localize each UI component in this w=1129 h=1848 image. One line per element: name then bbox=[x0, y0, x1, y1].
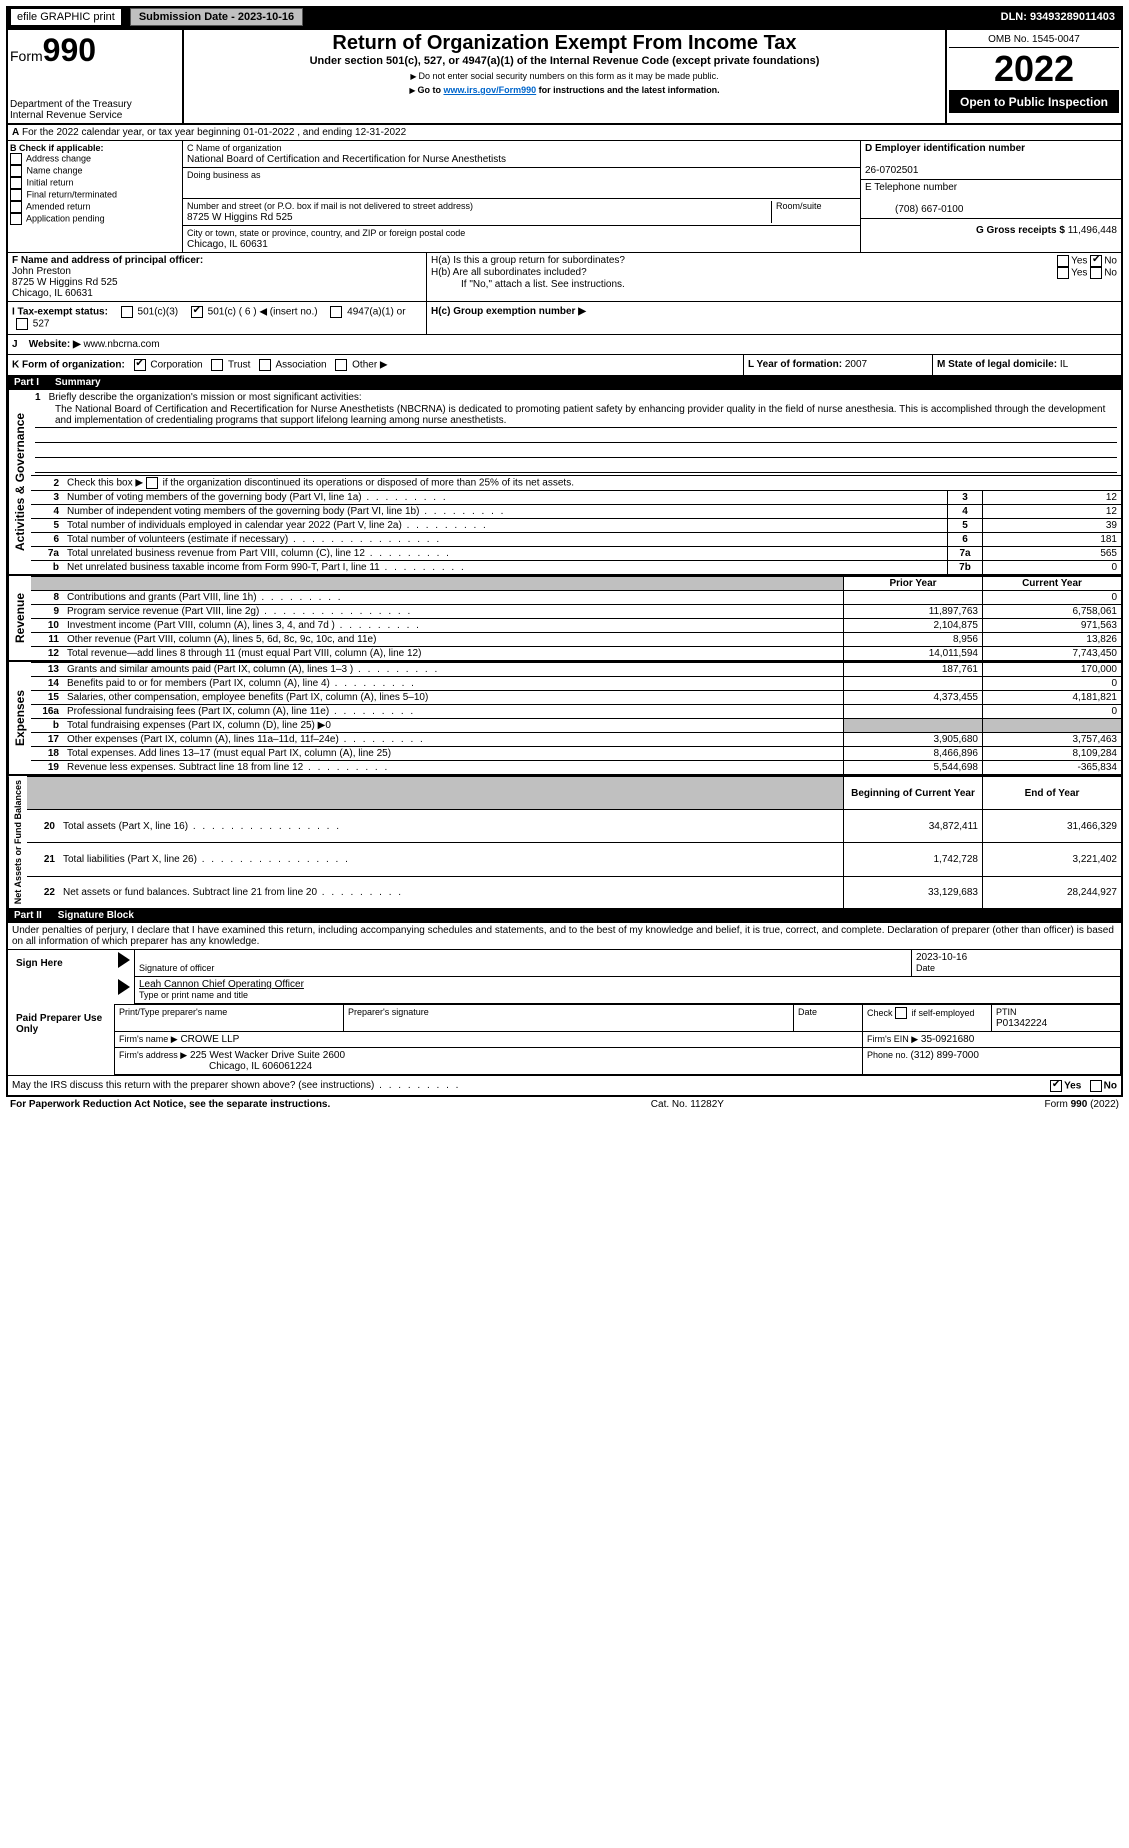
open-public: Open to Public Inspection bbox=[949, 91, 1119, 113]
box-j: J Website: ▶ www.nbcrna.com bbox=[8, 334, 1121, 354]
discuss-line: May the IRS discuss this return with the… bbox=[8, 1075, 1121, 1095]
box-hc: H(c) Group exemption number ▶ bbox=[427, 302, 1121, 334]
ssn-note: Do not enter social security numbers on … bbox=[186, 71, 943, 81]
box-m: M State of legal domicile: IL bbox=[932, 355, 1121, 375]
omb-number: OMB No. 1545-0047 bbox=[949, 32, 1119, 48]
part2-header: Part IISignature Block bbox=[8, 908, 1121, 923]
tax-year: 2022 bbox=[949, 48, 1119, 91]
street-field: Number and street (or P.O. box if mail i… bbox=[183, 199, 860, 226]
form-990: Form990 Department of the Treasury Inter… bbox=[6, 28, 1123, 1097]
part1-header: Part ISummary bbox=[8, 375, 1121, 390]
form-title: Return of Organization Exempt From Incom… bbox=[186, 32, 943, 55]
sign-here: Sign Here Signature of officer 2023-10-1… bbox=[8, 950, 1121, 1004]
dept-label: Department of the Treasury bbox=[10, 99, 180, 110]
irs-label: Internal Revenue Service bbox=[10, 110, 180, 121]
phone-field: E Telephone number(708) 667-0100 bbox=[861, 180, 1121, 219]
gov-side-label: Activities & Governance bbox=[8, 390, 31, 574]
gross-receipts: G Gross receipts $ 11,496,448 bbox=[861, 219, 1121, 242]
paid-preparer: Paid Preparer Use Only Print/Type prepar… bbox=[8, 1004, 1121, 1075]
efile-bar: efile GRAPHIC print Submission Date - 20… bbox=[6, 6, 1123, 28]
submission-date[interactable]: Submission Date - 2023-10-16 bbox=[130, 8, 303, 26]
ein-field: D Employer identification number26-07025… bbox=[861, 141, 1121, 180]
efile-label: efile GRAPHIC print bbox=[10, 8, 122, 26]
box-f: F Name and address of principal officer:… bbox=[8, 253, 427, 301]
form-subtitle: Under section 501(c), 527, or 4947(a)(1)… bbox=[186, 55, 943, 67]
org-name-field: C Name of organization National Board of… bbox=[183, 141, 860, 168]
box-h: H(a) Is this a group return for subordin… bbox=[427, 253, 1121, 301]
rev-side-label: Revenue bbox=[8, 576, 31, 660]
box-i: I Tax-exempt status: 501(c)(3) 501(c) ( … bbox=[8, 302, 427, 334]
dln-label: DLN: 93493289011403 bbox=[1001, 11, 1123, 23]
form-number: Form990 bbox=[10, 32, 180, 69]
exp-side-label: Expenses bbox=[8, 662, 31, 774]
line-a: A For the 2022 calendar year, or tax yea… bbox=[8, 125, 1121, 140]
box-b: B Check if applicable: Address change Na… bbox=[8, 141, 183, 252]
net-side-label: Net Assets or Fund Balances bbox=[8, 776, 27, 908]
irs-link[interactable]: www.irs.gov/Form990 bbox=[443, 85, 536, 95]
goto-note: Go to www.irs.gov/Form990 for instructio… bbox=[186, 85, 943, 95]
box-k: K Form of organization: Corporation Trus… bbox=[8, 355, 743, 375]
dba-field: Doing business as bbox=[183, 168, 860, 199]
box-l: L Year of formation: 2007 bbox=[743, 355, 932, 375]
footer: For Paperwork Reduction Act Notice, see … bbox=[6, 1097, 1123, 1112]
city-field: City or town, state or province, country… bbox=[183, 226, 860, 252]
mission-block: 1Briefly describe the organization's mis… bbox=[31, 390, 1121, 475]
penalty-text: Under penalties of perjury, I declare th… bbox=[8, 923, 1121, 950]
